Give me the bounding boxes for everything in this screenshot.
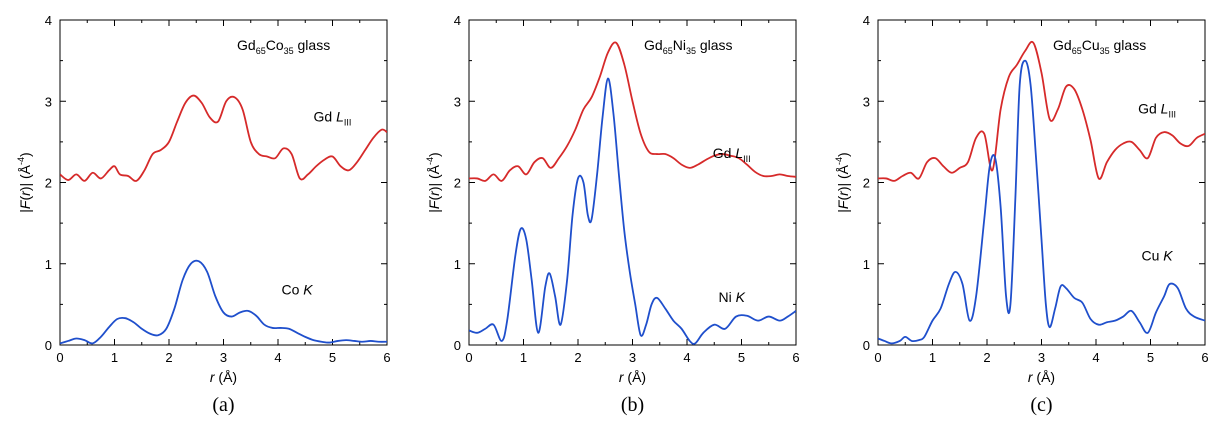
panel-label: (c) <box>1030 394 1052 416</box>
y-tick-label: 3 <box>454 94 461 109</box>
x-tick-label: 2 <box>574 350 581 365</box>
x-axis-title: r (Å) <box>619 369 646 385</box>
panel-3: 0 1 2 3 4 5 6 0 1 2 3 4 Gd LIII Cu K Gd65Cu35 glass r (… <box>834 13 1209 416</box>
x-axis-title: r (Å) <box>1028 369 1055 385</box>
y-tick-label: 1 <box>45 257 52 272</box>
y-tick-label: 4 <box>454 13 461 28</box>
x-tick-label: 6 <box>383 350 390 365</box>
x-tick-label: 0 <box>56 350 63 365</box>
y-tick-label: 1 <box>454 257 461 272</box>
series-line-gd-liii <box>60 94 387 182</box>
x-tick-label: 4 <box>683 350 690 365</box>
panel-title: Gd65Co35 glass <box>237 37 330 56</box>
y-tick-label: 3 <box>45 94 52 109</box>
series-label: Gd LIII <box>314 109 352 128</box>
panel-label: (b) <box>621 394 644 416</box>
y-tick-label: 1 <box>863 257 870 272</box>
y-tick-label: 2 <box>863 176 870 191</box>
y-axis-title: |F(r)| (Å-4) <box>16 152 33 212</box>
plot-frame <box>59 19 388 346</box>
panel-1: 0 1 2 3 4 5 6 0 1 2 3 4 Gd LIII Co K Gd65Co35 glass r (… <box>16 13 391 416</box>
plot-frame <box>468 19 797 346</box>
y-tick-label: 2 <box>454 176 461 191</box>
series-label: Gd LIII <box>1138 100 1176 119</box>
x-tick-label: 2 <box>983 350 990 365</box>
y-tick-label: 3 <box>863 94 870 109</box>
x-tick-label: 1 <box>520 350 527 365</box>
x-tick-label: 3 <box>629 350 636 365</box>
x-tick-label: 5 <box>1147 350 1154 365</box>
x-tick-label: 5 <box>329 350 336 365</box>
y-axis-title: |F(r)| (Å-4) <box>425 152 442 212</box>
x-tick-label: 2 <box>165 350 172 365</box>
panel-title: Gd65Ni35 glass <box>644 37 733 56</box>
x-tick-label: 5 <box>738 350 745 365</box>
y-tick-label: 0 <box>863 338 870 353</box>
y-tick-label: 4 <box>45 13 52 28</box>
series-line-k-edge <box>469 77 796 345</box>
x-tick-label: 6 <box>1201 350 1208 365</box>
series-line-k-edge <box>878 59 1205 345</box>
y-tick-label: 0 <box>45 338 52 353</box>
y-axis-title: |F(r)| (Å-4) <box>834 152 851 212</box>
x-tick-label: 3 <box>220 350 227 365</box>
panel-label: (a) <box>212 394 234 416</box>
series-line-gd-liii <box>878 40 1205 182</box>
x-tick-label: 6 <box>792 350 799 365</box>
panel-title: Gd65Cu35 glass <box>1053 37 1146 56</box>
panel-2: 0 1 2 3 4 5 6 0 1 2 3 4 Gd LIII Ni K Gd65Ni35 glass r (… <box>425 13 800 416</box>
x-tick-label: 0 <box>465 350 472 365</box>
x-tick-label: 4 <box>1092 350 1099 365</box>
x-tick-label: 4 <box>274 350 281 365</box>
series-label: Ni K <box>718 289 745 305</box>
series-line-gd-liii <box>469 41 796 182</box>
series-label: Co K <box>282 282 314 298</box>
y-tick-label: 4 <box>863 13 870 28</box>
series-label: Gd LIII <box>713 145 751 164</box>
x-tick-label: 1 <box>111 350 118 365</box>
y-tick-label: 0 <box>454 338 461 353</box>
y-tick-label: 2 <box>45 176 52 191</box>
x-tick-label: 1 <box>929 350 936 365</box>
x-tick-label: 3 <box>1038 350 1045 365</box>
x-axis-title: r (Å) <box>210 369 237 385</box>
series-line-k-edge <box>60 259 387 345</box>
series-label: Cu K <box>1141 248 1173 264</box>
x-tick-label: 0 <box>874 350 881 365</box>
